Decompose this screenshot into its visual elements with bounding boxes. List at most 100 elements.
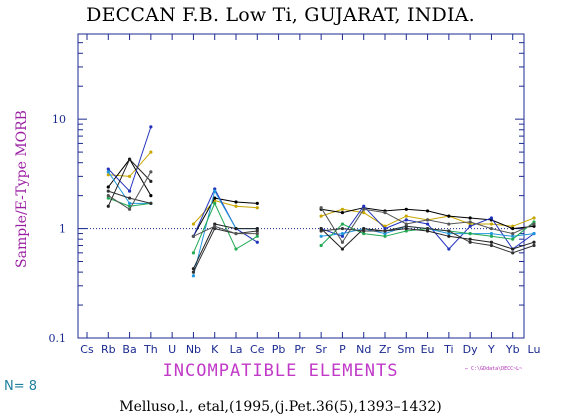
data-point bbox=[234, 226, 238, 231]
data-point bbox=[532, 224, 536, 228]
data-point bbox=[532, 216, 536, 220]
data-point bbox=[319, 243, 323, 248]
data-point bbox=[447, 214, 451, 218]
data-point bbox=[127, 201, 132, 205]
data-point bbox=[340, 231, 345, 236]
x-tick-label: Pb bbox=[272, 343, 286, 356]
data-point bbox=[383, 210, 387, 215]
data-point bbox=[106, 196, 110, 200]
data-point bbox=[404, 218, 408, 222]
chart-title: DECCAN F.B. Low Ti, GUJARAT, INDIA. bbox=[86, 4, 475, 26]
data-point bbox=[234, 200, 238, 204]
data-point bbox=[425, 226, 430, 231]
data-point bbox=[191, 222, 196, 226]
data-point bbox=[362, 210, 366, 215]
series-line bbox=[193, 225, 258, 237]
data-point bbox=[489, 222, 494, 226]
series-line bbox=[192, 197, 258, 237]
data-point bbox=[447, 247, 451, 251]
data-point bbox=[191, 270, 196, 274]
series-line bbox=[193, 200, 258, 225]
data-point bbox=[340, 247, 345, 251]
data-point bbox=[340, 207, 345, 211]
x-tick-label: Dy bbox=[463, 343, 478, 356]
data-point bbox=[340, 226, 345, 231]
source-citation: Melluso,l., etal,(1995,(j.Pet.36(5),1393… bbox=[119, 399, 442, 415]
data-point bbox=[149, 201, 153, 205]
file-path-note: ← C:\GDdata\DECC~L~ bbox=[465, 366, 523, 372]
data-point bbox=[404, 224, 408, 228]
data-point bbox=[127, 207, 132, 211]
x-tick-label: Ce bbox=[250, 343, 265, 356]
y-tick-label: 10 bbox=[52, 113, 66, 126]
data-point bbox=[319, 234, 323, 238]
sample-count-value: 8 bbox=[28, 379, 38, 394]
data-point bbox=[213, 224, 217, 228]
data-point bbox=[489, 226, 494, 231]
data-point bbox=[191, 274, 196, 278]
data-point bbox=[468, 224, 472, 228]
data-point bbox=[319, 214, 323, 218]
x-tick-label: Lu bbox=[528, 343, 541, 356]
data-point bbox=[106, 173, 110, 177]
data-point bbox=[447, 222, 451, 226]
data-point bbox=[404, 222, 408, 226]
data-point bbox=[213, 201, 217, 205]
data-point bbox=[383, 231, 387, 236]
data-point bbox=[532, 222, 536, 226]
data-point bbox=[127, 196, 132, 200]
x-tick-label: Y bbox=[487, 343, 495, 356]
data-point bbox=[106, 194, 110, 198]
x-tick-label: P bbox=[339, 343, 346, 356]
data-point bbox=[404, 229, 408, 233]
series-line bbox=[192, 223, 258, 269]
data-point bbox=[362, 229, 366, 233]
data-point bbox=[106, 185, 110, 189]
data-point bbox=[489, 231, 494, 236]
data-point bbox=[213, 222, 217, 226]
data-point bbox=[511, 237, 515, 241]
data-point bbox=[234, 231, 238, 236]
data-point bbox=[362, 207, 366, 211]
data-point bbox=[255, 240, 259, 244]
x-tick-label: La bbox=[230, 343, 243, 356]
x-tick-label: Nd bbox=[356, 343, 371, 356]
data-point bbox=[425, 229, 430, 233]
data-point bbox=[511, 247, 515, 251]
data-point bbox=[106, 170, 110, 174]
data-point bbox=[149, 179, 153, 183]
data-point bbox=[255, 229, 259, 233]
data-point bbox=[255, 226, 259, 231]
data-point bbox=[532, 243, 536, 248]
data-point bbox=[255, 201, 259, 205]
data-point bbox=[447, 234, 451, 238]
data-point bbox=[340, 240, 345, 244]
data-point bbox=[362, 231, 366, 236]
data-point bbox=[106, 189, 110, 193]
data-point bbox=[319, 229, 323, 233]
x-tick-label: K bbox=[211, 343, 219, 356]
sample-count: N= 8 bbox=[4, 379, 37, 394]
data-point bbox=[425, 218, 430, 222]
sample-count-label: N= bbox=[4, 379, 25, 394]
data-point bbox=[404, 207, 408, 211]
data-point bbox=[127, 189, 132, 193]
data-point bbox=[511, 251, 515, 255]
data-point bbox=[532, 240, 536, 244]
data-point bbox=[340, 210, 345, 215]
x-tick-label: Sm bbox=[397, 343, 415, 356]
x-tick-label: Ba bbox=[122, 343, 136, 356]
data-point bbox=[213, 196, 217, 200]
x-tick-label: Cs bbox=[80, 343, 94, 356]
data-point bbox=[340, 222, 345, 226]
data-point bbox=[127, 157, 132, 161]
series-line bbox=[108, 151, 152, 177]
data-point bbox=[213, 189, 217, 193]
data-point bbox=[149, 170, 153, 174]
data-point bbox=[106, 204, 110, 208]
data-point bbox=[489, 240, 494, 244]
data-point bbox=[383, 234, 387, 238]
data-point bbox=[319, 226, 323, 231]
x-tick-label: U bbox=[168, 343, 176, 356]
